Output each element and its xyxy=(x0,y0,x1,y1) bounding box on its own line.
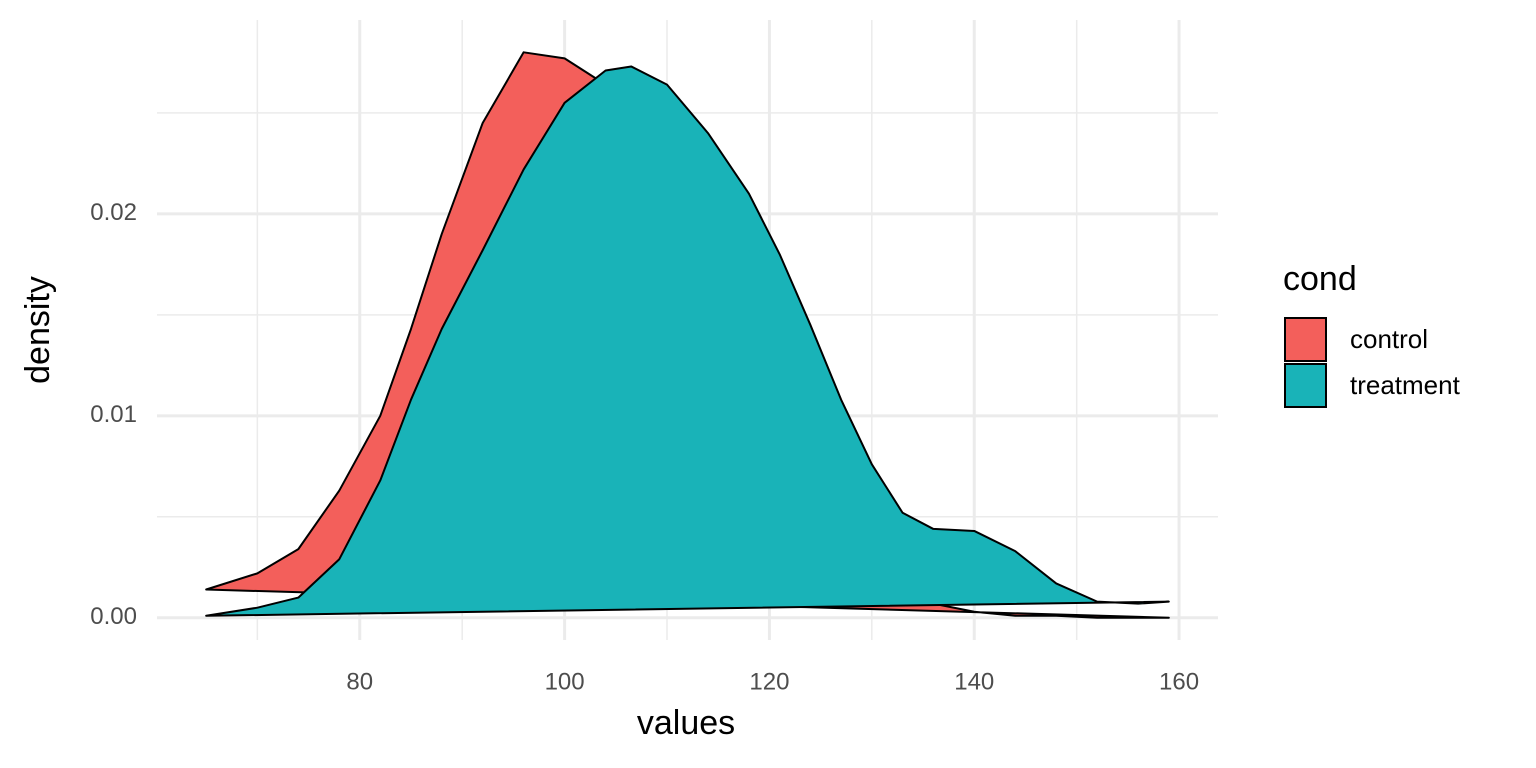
legend-label: control xyxy=(1350,324,1428,354)
y-axis-label: density xyxy=(19,276,57,384)
x-tick-label: 160 xyxy=(1159,668,1199,695)
x-axis-label: values xyxy=(637,704,735,742)
legend-label: treatment xyxy=(1350,370,1461,400)
y-tick-label: 0.01 xyxy=(90,401,137,428)
legend-title: cond xyxy=(1283,260,1357,298)
y-tick-label: 0.00 xyxy=(90,603,137,630)
x-tick-label: 100 xyxy=(545,668,585,695)
x-tick-label: 140 xyxy=(954,668,994,695)
legend-key xyxy=(1284,317,1327,362)
density-area xyxy=(205,65,1170,617)
legend-key xyxy=(1284,363,1327,408)
x-tick-label: 120 xyxy=(749,668,789,695)
y-tick-label: 0.02 xyxy=(90,199,137,226)
x-tick-label: 80 xyxy=(346,668,373,695)
